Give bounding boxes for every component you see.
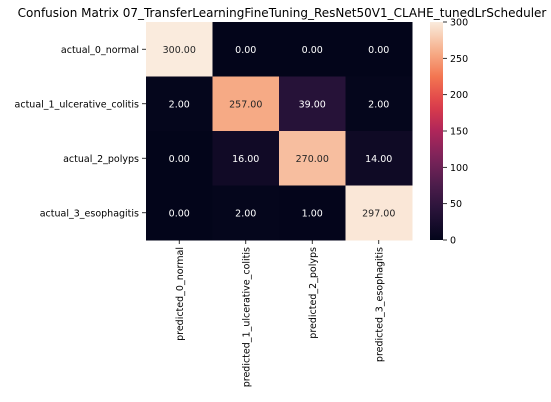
x-tick-label: predicted_1_ulcerative_colitis	[241, 247, 252, 387]
cell-value-label: 0.00	[235, 45, 256, 56]
y-tick-label: actual_3_esophagitis	[40, 208, 139, 219]
heatmap-cell	[212, 76, 280, 132]
cell-value-label: 39.00	[299, 99, 326, 110]
cell-value-label: 0.00	[169, 208, 190, 219]
cell-value-label: 297.00	[362, 208, 395, 219]
cell-value-label: 14.00	[365, 154, 392, 165]
colorbar-tick-label: 200	[450, 90, 468, 101]
colorbar-gradient	[430, 22, 443, 240]
cell-value-label: 300.00	[163, 45, 196, 56]
x-tick-label: predicted_2_polyps	[308, 247, 319, 339]
cell-value-label: 0.00	[169, 154, 190, 165]
cell-value-label: 16.00	[232, 154, 259, 165]
x-tick-label: predicted_3_esophagitis	[374, 247, 385, 362]
cell-value-label: 0.00	[368, 45, 389, 56]
heatmap-cell	[212, 185, 280, 241]
y-tick-label: actual_1_ulcerative_colitis	[15, 99, 140, 110]
chart-title: Confusion Matrix 07_TransferLearningFine…	[18, 6, 547, 20]
heatmap-cell	[146, 22, 213, 77]
colorbar-tick-label: 0	[450, 236, 456, 247]
y-tick-labels: actual_0_normal actual_1_ulcerative_colit…	[15, 45, 146, 219]
y-tick-label: actual_0_normal	[61, 45, 139, 56]
colorbar: 0 50 100 150 200 250 300	[430, 18, 468, 247]
heatmap-cell	[146, 76, 213, 132]
heatmap-cell	[345, 22, 413, 77]
x-tick-labels: predicted_0_normal predicted_1_ulcerative…	[175, 240, 385, 387]
cell-value-label: 1.00	[302, 208, 323, 219]
cell-value-label: 2.00	[368, 99, 389, 110]
heatmap-cell	[212, 131, 280, 186]
heatmap-cell	[345, 185, 413, 241]
heatmap-cell	[345, 131, 413, 186]
colorbar-tick-label: 250	[450, 54, 468, 65]
cell-value-label: 270.00	[296, 154, 329, 165]
heatmap-cell	[146, 185, 213, 241]
heatmap-cell	[212, 22, 280, 77]
heatmap-cell	[146, 131, 213, 186]
colorbar-tick-label: 300	[450, 18, 468, 29]
heatmap-cell	[279, 185, 346, 241]
heatmap-cell	[279, 131, 346, 186]
heatmap-cell	[279, 22, 346, 77]
colorbar-tick-label: 100	[450, 163, 468, 174]
heatmap-cell	[279, 76, 346, 132]
colorbar-tick-label: 150	[450, 127, 468, 138]
cell-value-label: 2.00	[169, 99, 190, 110]
y-tick-label: actual_2_polyps	[63, 154, 139, 165]
heatmap-cells: 300.00 0.00 0.00 0.00 2.00 257.00 39.00 2.00 0.0…	[146, 22, 413, 241]
cell-value-label: 257.00	[229, 99, 262, 110]
colorbar-tick-label: 50	[450, 199, 462, 210]
x-tick-label: predicted_0_normal	[175, 247, 186, 341]
cell-value-label: 2.00	[235, 208, 256, 219]
heatmap-cell	[345, 76, 413, 132]
cell-value-label: 0.00	[302, 45, 323, 56]
